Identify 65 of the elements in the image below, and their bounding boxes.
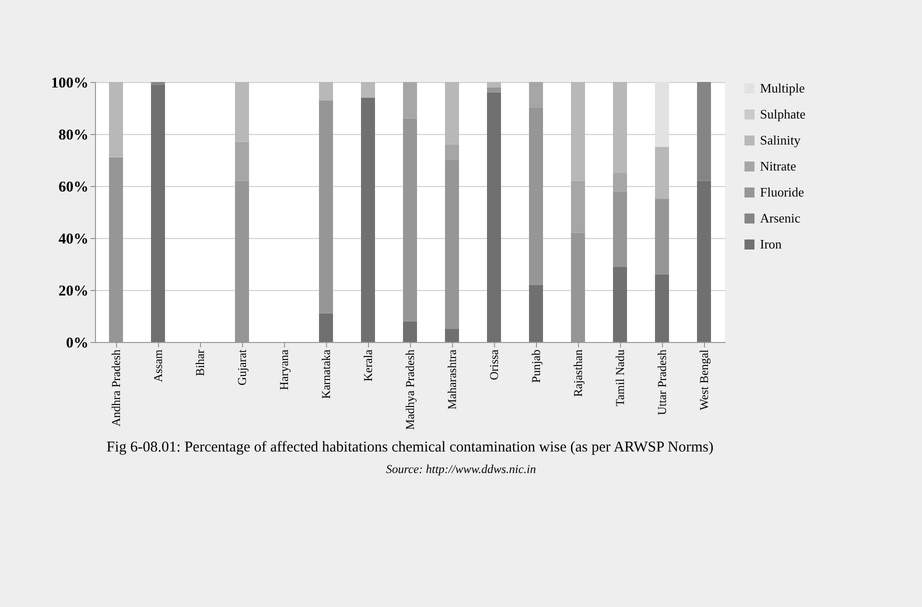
x-tick-label: Madhya Pradesh bbox=[403, 350, 417, 430]
bar bbox=[655, 199, 669, 274]
x-tick-label: Punjab bbox=[529, 350, 543, 383]
legend-label: Nitrate bbox=[760, 158, 796, 174]
bar bbox=[529, 108, 543, 285]
x-tick-label: Orissa bbox=[487, 348, 501, 380]
bar bbox=[697, 82, 711, 181]
bar bbox=[655, 147, 669, 199]
legend-label: Fluoride bbox=[760, 184, 804, 200]
bar bbox=[571, 180, 585, 233]
bar bbox=[445, 160, 459, 329]
x-tick-label: Karnataka bbox=[319, 348, 333, 399]
bar bbox=[613, 82, 627, 173]
bar bbox=[487, 92, 501, 342]
bar bbox=[403, 321, 417, 342]
bar bbox=[529, 284, 543, 342]
bar bbox=[445, 82, 459, 144]
bar bbox=[319, 100, 333, 314]
y-tick-label: 60% bbox=[58, 180, 88, 196]
bar bbox=[403, 118, 417, 322]
bar bbox=[445, 329, 459, 342]
x-tick-label: Bihar bbox=[193, 350, 207, 376]
bar bbox=[151, 84, 165, 342]
y-tick-label: 100% bbox=[51, 76, 88, 92]
bar bbox=[487, 82, 501, 88]
bar bbox=[403, 82, 417, 118]
bar bbox=[529, 82, 543, 108]
text: Fig 6-08.01: Percentage of affected habitations chemical contamination wise (as per ARWSP Norms) bbox=[106, 439, 714, 456]
y-tick-label: 40% bbox=[58, 232, 88, 248]
y-tick-label: 0% bbox=[66, 336, 88, 352]
legend-label: Arsenic bbox=[760, 210, 801, 226]
bar bbox=[697, 180, 711, 342]
source-note: Source: http://www.ddws.nic.in bbox=[385, 462, 537, 477]
bar bbox=[487, 87, 501, 92]
y-tick-label: 80% bbox=[58, 128, 88, 144]
bar bbox=[109, 82, 123, 158]
x-tick-label: Gujarat bbox=[235, 348, 249, 386]
bar bbox=[319, 313, 333, 342]
legend-label: Iron bbox=[760, 236, 782, 252]
x-tick-label: Tamil Nadu bbox=[613, 350, 627, 406]
bar bbox=[151, 82, 165, 85]
bar bbox=[235, 82, 249, 142]
bar bbox=[613, 173, 627, 192]
bar bbox=[319, 82, 333, 100]
x-tick-label: Assam bbox=[151, 348, 165, 382]
legend-label: Salinity bbox=[760, 132, 801, 148]
x-tick-label: Andhra Pradesh bbox=[109, 350, 123, 426]
x-tick-label: Uttar Pradesh bbox=[655, 350, 669, 416]
x-tick-label: Haryana bbox=[277, 348, 291, 390]
legend-label: Multiple bbox=[760, 80, 806, 96]
bar bbox=[613, 266, 627, 342]
bar bbox=[655, 274, 669, 342]
x-tick-label: Kerala bbox=[361, 348, 375, 382]
bar bbox=[655, 82, 669, 147]
bar bbox=[361, 82, 375, 98]
bar bbox=[571, 82, 585, 181]
bar bbox=[613, 191, 627, 267]
bar bbox=[235, 142, 249, 181]
x-tick-label: West Bengal bbox=[697, 348, 711, 410]
legend-label: Sulphate bbox=[760, 106, 806, 122]
y-tick-label: 20% bbox=[58, 284, 88, 300]
x-tick-label: Maharashtra bbox=[445, 348, 459, 410]
bar bbox=[445, 144, 459, 160]
bar bbox=[361, 98, 375, 342]
x-tick-label: Rajasthan bbox=[571, 350, 585, 397]
